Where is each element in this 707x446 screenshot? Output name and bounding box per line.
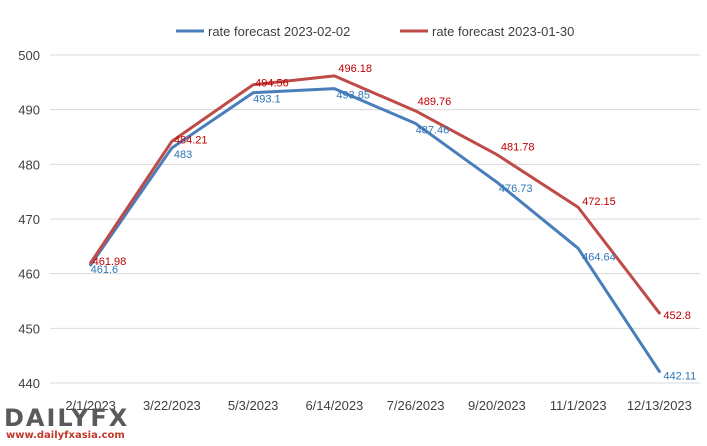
legend: rate forecast 2023-02-02 rate forecast 20… [176, 24, 574, 39]
data-label: 476.73 [499, 183, 533, 195]
legend-label: rate forecast 2023-02-02 [208, 24, 350, 39]
dailyfx-logo: DAILYFX www.dailyfxasia.com [4, 404, 132, 444]
data-label: 464.64 [582, 251, 616, 263]
y-tick-label: 500 [18, 48, 40, 63]
logo-url: www.dailyfxasia.com [6, 430, 125, 441]
gridlines [50, 54, 700, 384]
legend-label: rate forecast 2023-01-30 [432, 24, 574, 39]
data-label: 487.46 [416, 125, 450, 137]
x-axis-ticks: 2/1/2023 3/22/2023 5/3/2023 6/14/2023 7/26/2… [65, 398, 692, 413]
y-axis-ticks: 440 450 460 470 480 490 500 [18, 48, 40, 391]
x-tick-label: 9/20/2023 [468, 398, 526, 413]
y-tick-label: 440 [18, 376, 40, 391]
data-label: 496.18 [338, 63, 372, 75]
series-lines [89, 74, 661, 373]
data-label: 461.6 [91, 264, 119, 276]
data-label: 452.8 [663, 310, 691, 322]
data-label: 493.1 [253, 94, 281, 106]
data-label: 493.85 [336, 90, 370, 102]
logo-text: DAILYFX [4, 404, 130, 432]
y-tick-label: 450 [18, 321, 40, 336]
series-line [89, 74, 661, 315]
y-tick-label: 490 [18, 103, 40, 118]
data-labels: 461.6 483 493.1 493.85 487.46 476.73 464.64 442… [91, 63, 697, 383]
y-tick-label: 470 [18, 212, 40, 227]
x-tick-label: 2/1/2023 [65, 398, 116, 413]
data-label: 481.78 [501, 142, 535, 154]
x-tick-label: 5/3/2023 [228, 398, 279, 413]
x-tick-label: 6/14/2023 [305, 398, 363, 413]
series-line [89, 87, 661, 373]
data-label: 472.15 [582, 196, 616, 208]
y-tick-label: 480 [18, 157, 40, 172]
x-tick-label: 3/22/2023 [143, 398, 201, 413]
x-tick-label: 12/13/2023 [627, 398, 692, 413]
data-label: 483 [174, 149, 192, 161]
data-label: 489.76 [418, 96, 452, 108]
y-tick-label: 460 [18, 267, 40, 282]
x-tick-label: 11/1/2023 [550, 398, 607, 413]
data-label: 461.98 [93, 256, 127, 268]
x-tick-label: 7/26/2023 [387, 398, 445, 413]
data-label: 442.11 [663, 370, 696, 382]
data-label: 484.21 [174, 134, 208, 146]
data-label: 494.56 [255, 78, 289, 90]
